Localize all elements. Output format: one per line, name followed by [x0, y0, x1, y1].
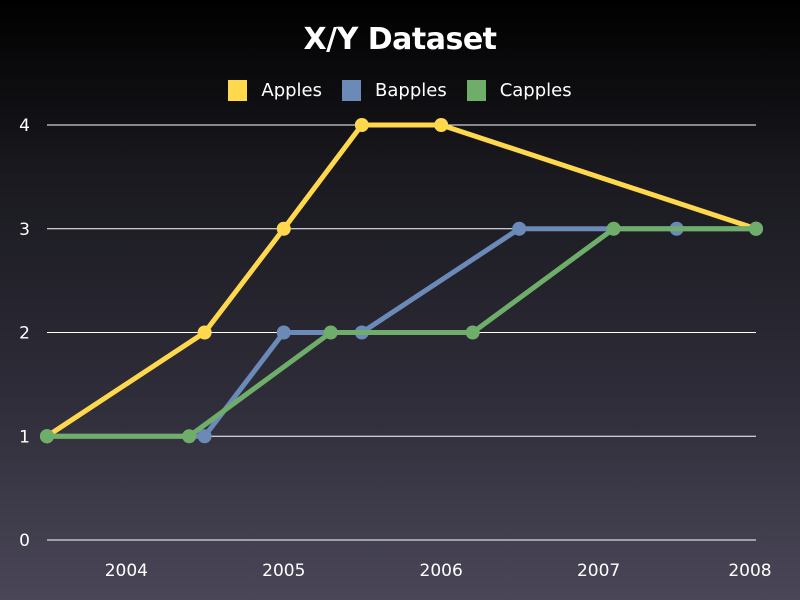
- y-tick-label: 1: [19, 427, 30, 447]
- x-tick-label: 2008: [728, 561, 771, 581]
- data-point-apples: [197, 325, 212, 340]
- legend-swatch: [228, 80, 248, 101]
- legend-item-bapples[interactable]: Bapples: [342, 80, 447, 101]
- data-point-apples: [354, 118, 369, 132]
- data-point-bapples: [197, 429, 212, 444]
- data-point-capples: [40, 429, 54, 444]
- y-tick-label: 2: [19, 324, 30, 344]
- series-line-capples: [47, 226, 756, 439]
- data-point-capples: [749, 221, 763, 236]
- legend-label: Apples: [261, 80, 323, 101]
- legend-label: Capples: [499, 80, 572, 101]
- data-point-capples: [606, 221, 621, 236]
- legend-item-apples[interactable]: Apples: [228, 80, 322, 101]
- x-tick-label: 2006: [420, 561, 463, 581]
- data-point-bapples: [512, 221, 527, 236]
- legend-label: Bapples: [375, 80, 447, 101]
- legend-swatch: [466, 80, 486, 101]
- x-tick-label: 2007: [577, 561, 620, 581]
- data-point-apples: [276, 221, 291, 236]
- y-tick-label: 3: [19, 220, 30, 240]
- data-point-capples: [182, 429, 197, 444]
- chart-title: X/Y Dataset: [303, 22, 497, 57]
- data-point-bapples: [276, 325, 291, 340]
- x-tick-label: 2004: [105, 561, 148, 581]
- y-tick-label: 0: [19, 531, 30, 551]
- series-line-apples: [45, 122, 757, 439]
- data-point-apples: [434, 118, 449, 132]
- legend-swatch: [342, 80, 362, 101]
- legend-item-capples[interactable]: Capples: [466, 80, 572, 101]
- legend: Apples Bapples Capples: [0, 80, 800, 101]
- data-point-capples: [465, 325, 480, 340]
- data-point-capples: [323, 325, 338, 340]
- x-tick-label: 2005: [262, 561, 305, 581]
- y-tick-label: 4: [19, 116, 30, 136]
